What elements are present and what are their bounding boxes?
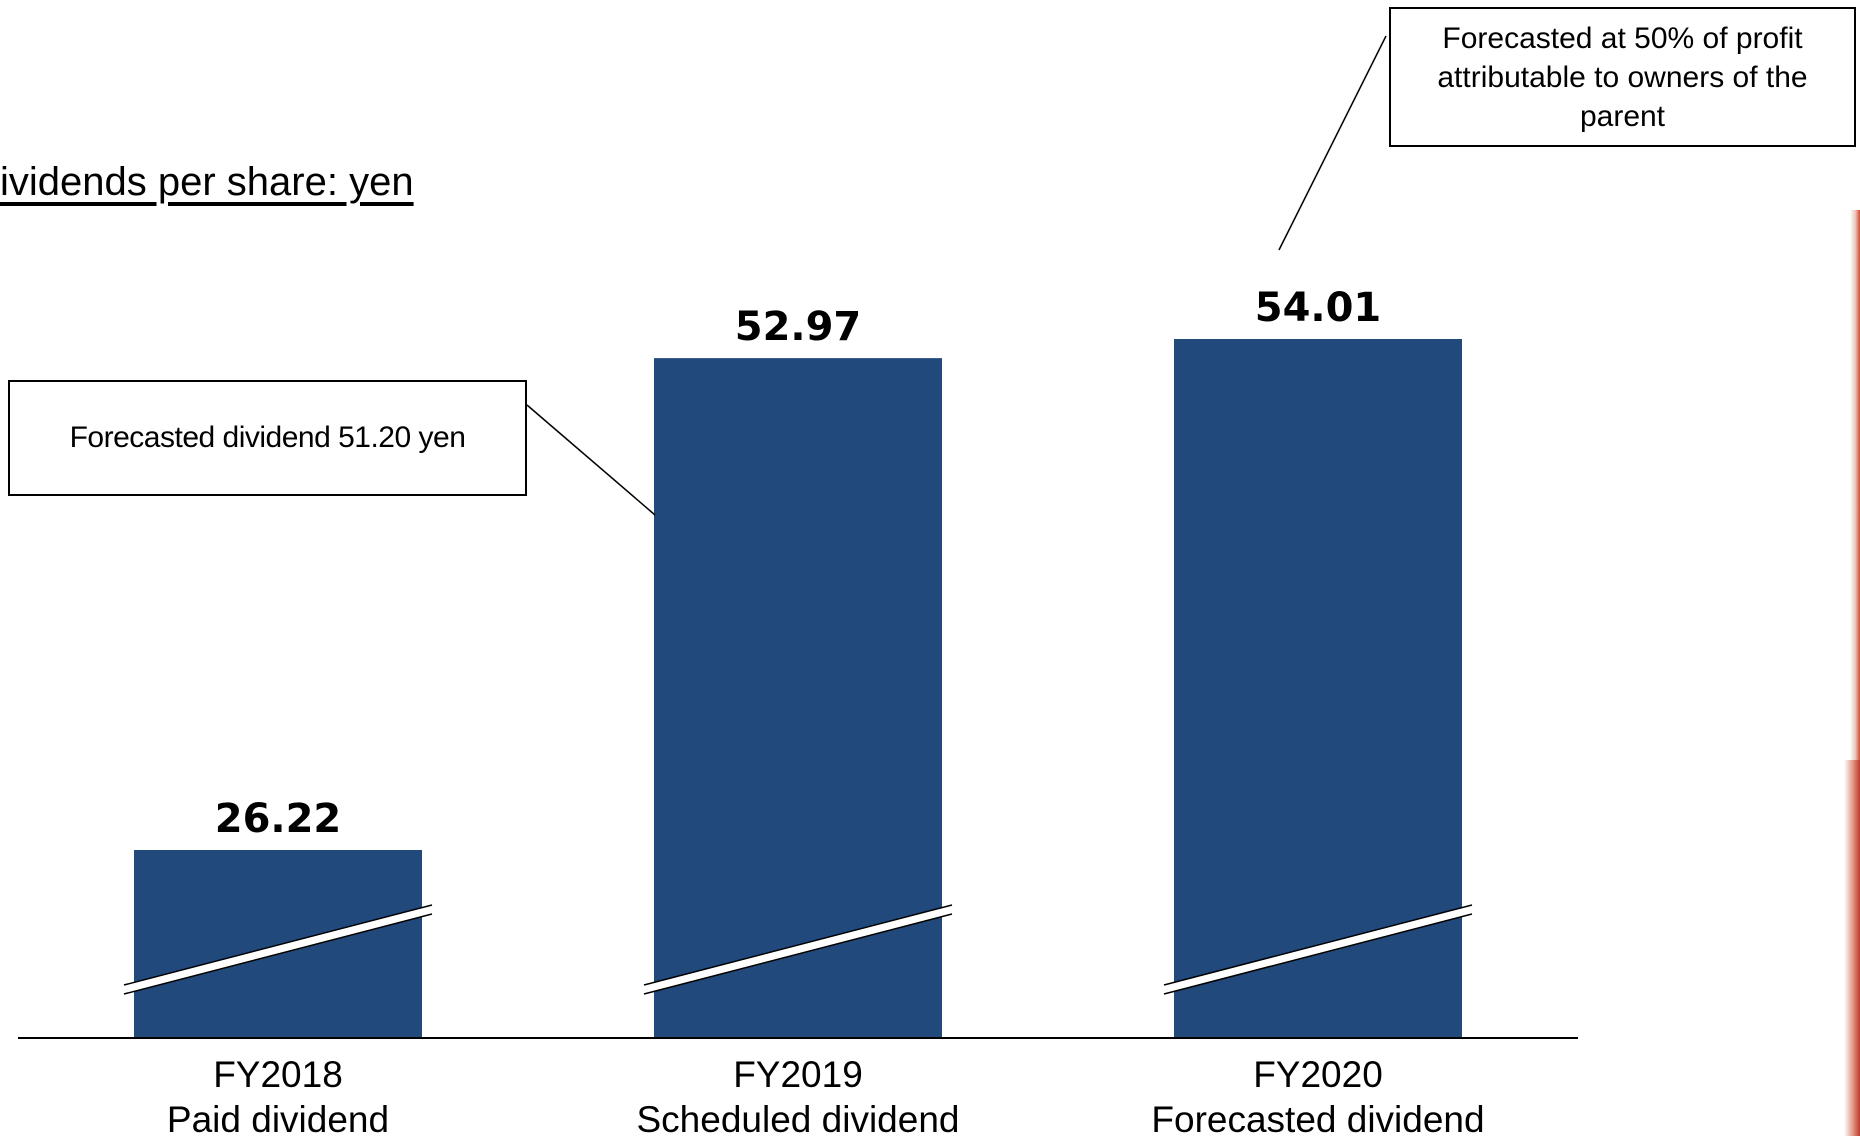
callout-leader-fy2020 [1278,35,1387,251]
bar-fy2020 [1174,339,1462,1038]
axis-break-edge-top [1163,904,1473,986]
value-label-fy2019: 52.97 [735,304,862,350]
bar-fy2018 [134,850,422,1038]
axis-break-edge-bottom [1163,913,1473,995]
unit-label: ividends per share: yen [0,160,414,204]
callout-fy2020-text: Forecasted at 50% of profit attributable… [1437,21,1808,133]
x-tick-label-fy2018-0: FY2018 [213,1054,343,1095]
callout-fy2019-forecast: Forecasted dividend 51.20 yen [8,380,527,496]
value-label-fy2018: 26.22 [215,796,342,842]
axis-break-fy2018 [124,905,432,994]
x-tick-label-fy2020-1: Forecasted dividend [1151,1099,1484,1136]
x-tick-label-fy2018-1: Paid dividend [167,1099,389,1136]
axis-break-fy2020 [1164,905,1472,994]
callout-fy2020-forecast: Forecasted at 50% of profit attributable… [1389,7,1856,147]
axis-break-edge-bottom [123,913,433,995]
axis-break-edge-bottom [643,913,953,995]
x-tick-label-fy2019-0: FY2019 [733,1054,863,1095]
x-tick-label-fy2019-1: Scheduled dividend [637,1099,960,1136]
axis-break-fy2019 [644,905,952,994]
value-label-fy2020: 54.01 [1255,285,1382,331]
x-tick-label-fy2020-0: FY2020 [1253,1054,1383,1095]
axis-break-edge-top [123,904,433,986]
callout-leader-fy2019 [526,404,656,516]
bar-fy2019 [654,358,942,1038]
slide-edge-accent-lower [1844,760,1860,1136]
axis-break-edge-top [643,904,953,986]
slide-edge-accent [1850,210,1860,1136]
callout-fy2019-text: Forecasted dividend 51.20 yen [69,421,466,454]
